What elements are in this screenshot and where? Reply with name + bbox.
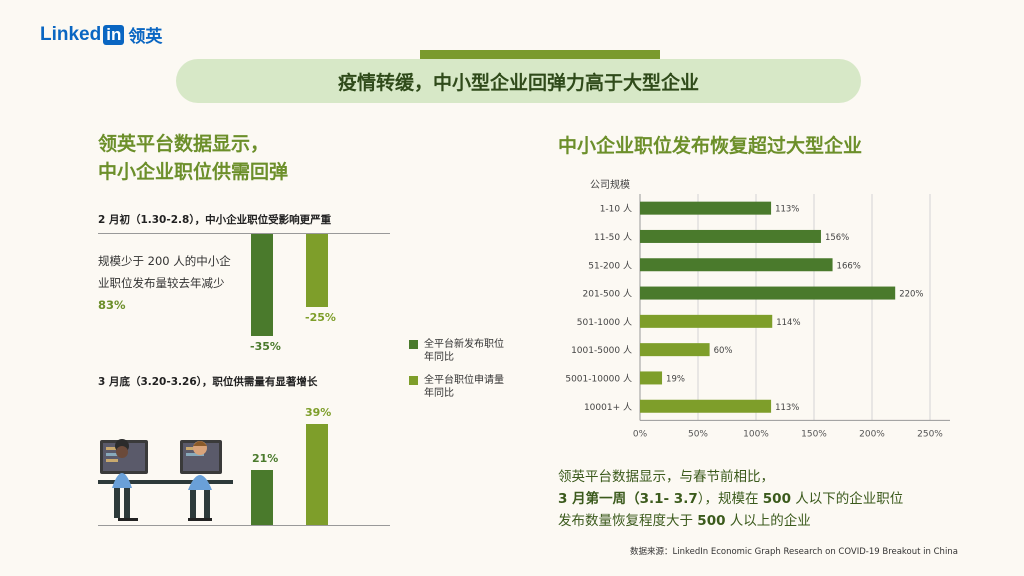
bar [640, 258, 833, 272]
y-axis-title: 公司规模 [590, 178, 630, 191]
mar-baseline [98, 525, 390, 526]
value-label: 60% [714, 346, 733, 356]
category-label: 10001+ 人 [584, 402, 632, 413]
mar-label-applications: 39% [305, 405, 332, 419]
x-tick-label: 50% [688, 429, 708, 439]
value-label: 114% [776, 318, 800, 328]
feb-label-new-posts: -35% [250, 339, 281, 353]
bar [640, 314, 773, 328]
category-label: 1-10 人 [600, 204, 632, 215]
value-label: 220% [899, 290, 923, 300]
x-tick-label: 0% [633, 429, 648, 439]
x-tick-label: 250% [917, 429, 943, 439]
bar [640, 343, 710, 357]
legend-item-applications: 全平台职位申请量年同比 [409, 374, 512, 400]
linkedin-logo: Linked in 领英 [40, 23, 163, 48]
left-title: 领英平台数据显示， 中小企业职位供需回弹 [98, 133, 289, 183]
right-chart-title: 中小企业职位发布恢复超过大型企业 [558, 135, 863, 157]
feb-description: 规模少于 200 人的中小企业职位发布量较去年减少 83% [98, 254, 231, 312]
feb-bar-applications [306, 234, 328, 307]
x-tick-label: 200% [859, 429, 885, 439]
page-title: 疫情转缓，中小型企业回弹力高于大型企业 [176, 59, 861, 103]
category-label: 5001-10000 人 [565, 373, 632, 384]
category-label: 51-200 人 [588, 260, 632, 271]
bar [640, 229, 821, 243]
feb-bar-new-posts [251, 234, 273, 336]
data-source: 数据来源：LinkedIn Economic Graph Research on… [630, 547, 958, 557]
bar [640, 201, 772, 215]
bar [640, 286, 896, 300]
feb-section-heading: 2 月初（1.30-2.8），中小企业职位受影响更严重 [98, 214, 332, 226]
feb-label-applications: -25% [305, 310, 336, 324]
x-tick-label: 150% [801, 429, 827, 439]
value-label: 166% [837, 261, 861, 271]
x-tick-label: 100% [743, 429, 769, 439]
value-label: 113% [775, 403, 799, 413]
legend-item-new-posts: 全平台新发布职位年同比 [409, 338, 512, 364]
office-workers-illustration [98, 439, 233, 521]
mar-label-new-posts: 21% [252, 452, 279, 466]
feb-divider [98, 233, 390, 234]
mar-bar-applications [306, 423, 328, 525]
category-label: 501-1000 人 [577, 317, 632, 328]
value-label: 113% [775, 205, 799, 215]
category-label: 11-50 人 [594, 232, 632, 243]
legend-swatch [409, 376, 418, 385]
category-label: 1001-5000 人 [571, 345, 632, 356]
mar-bar-new-posts [251, 470, 273, 525]
right-description: 领英平台数据显示，与春节前相比， 3 月第一周（3.1- 3.7），规模在 50… [558, 469, 904, 529]
value-label: 156% [825, 233, 849, 243]
company-size-bar-chart: 公司规模 0% 50% 100% 150% 200% 250% 1-10 人 113% 11-5… [565, 178, 950, 439]
bar [640, 399, 772, 413]
mar-section-heading: 3 月底（3.20-3.26），职位供需量有显著增长 [98, 376, 318, 388]
value-label: 19% [666, 374, 685, 384]
category-label: 201-500 人 [583, 289, 632, 300]
bar [640, 371, 663, 385]
legend-swatch [409, 340, 418, 349]
